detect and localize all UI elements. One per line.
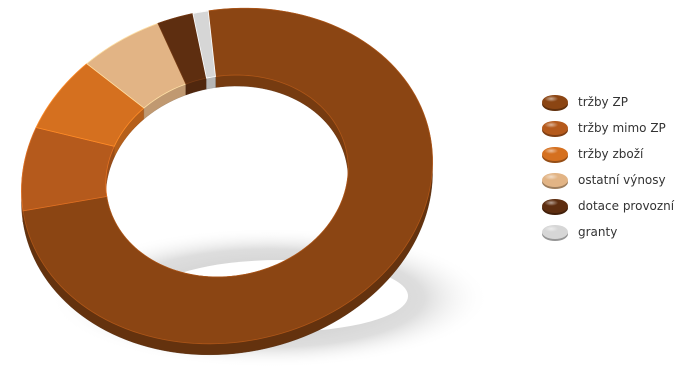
legend-label: ostatní výnosy (578, 173, 666, 187)
legend-swatch-shine (544, 148, 562, 156)
legend-item: tržby zboží (542, 147, 644, 163)
legend-swatch-shine (544, 96, 562, 104)
legend: tržby ZP tržby mimo ZP tržby zboží ostatní … (542, 95, 675, 241)
legend-swatch-shine (544, 200, 562, 208)
legend-item: ostatní výnosy (542, 173, 666, 189)
legend-item: granty (542, 225, 617, 241)
legend-label: granty (578, 225, 617, 239)
legend-label: tržby zboží (578, 147, 644, 161)
legend-swatch-shine (544, 174, 562, 182)
slice-5 (192, 10, 216, 79)
legend-swatch-shine (544, 226, 562, 234)
donut-top (21, 7, 433, 345)
slice-inner-side-5 (206, 76, 216, 90)
legend-item: dotace provozní (542, 199, 675, 215)
legend-label: tržby mimo ZP (578, 121, 666, 135)
legend-item: tržby ZP (542, 95, 628, 111)
legend-item: tržby mimo ZP (542, 121, 666, 137)
legend-label: tržby ZP (578, 95, 628, 109)
legend-swatch-shine (544, 122, 562, 130)
legend-label: dotace provozní (578, 199, 675, 213)
